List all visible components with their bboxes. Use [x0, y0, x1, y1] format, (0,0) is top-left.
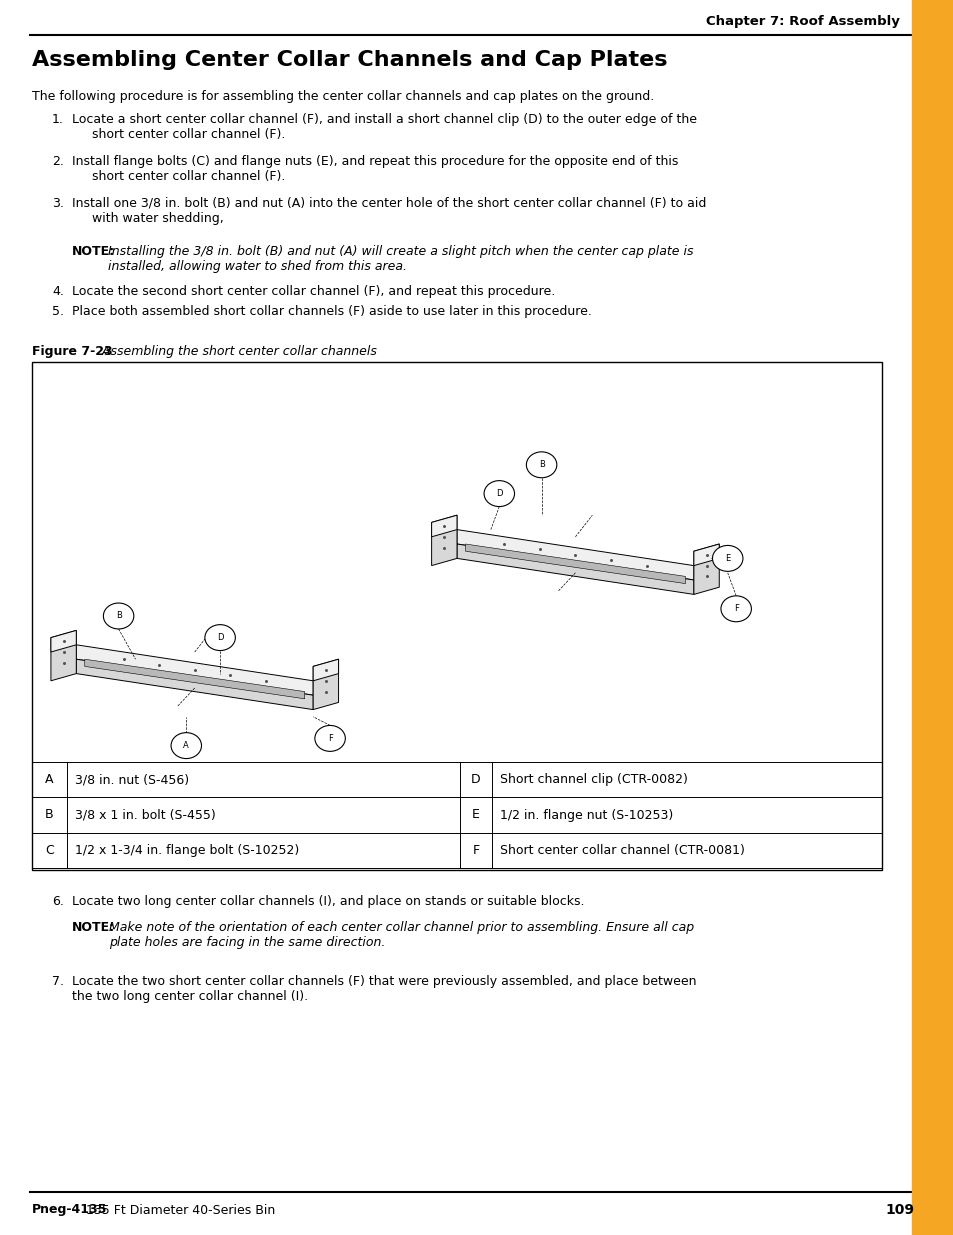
Text: 2.: 2.	[52, 156, 64, 168]
Text: NOTE:: NOTE:	[71, 921, 115, 934]
Polygon shape	[465, 543, 684, 584]
Text: F: F	[733, 604, 738, 614]
Circle shape	[205, 625, 235, 651]
Text: 1/2 in. flange nut (S-10253): 1/2 in. flange nut (S-10253)	[499, 809, 673, 821]
Text: Make note of the orientation of each center collar channel prior to assembling. : Make note of the orientation of each cen…	[109, 921, 694, 948]
Circle shape	[103, 603, 133, 629]
Text: Assembling Center Collar Channels and Cap Plates: Assembling Center Collar Channels and Ca…	[32, 49, 667, 70]
Text: 1/2 x 1-3/4 in. flange bolt (S-10252): 1/2 x 1-3/4 in. flange bolt (S-10252)	[75, 844, 299, 857]
Text: Locate the second short center collar channel (F), and repeat this procedure.: Locate the second short center collar ch…	[71, 285, 555, 298]
Text: A: A	[45, 773, 53, 787]
Bar	[32, 362, 882, 869]
Circle shape	[483, 480, 514, 506]
Text: C: C	[45, 844, 53, 857]
Text: 1.: 1.	[52, 112, 64, 126]
Text: Place both assembled short collar channels (F) aside to use later in this proced: Place both assembled short collar channe…	[71, 305, 591, 317]
Circle shape	[712, 546, 742, 572]
Polygon shape	[693, 543, 719, 594]
Text: B: B	[538, 461, 544, 469]
Text: 3/8 x 1 in. bolt (S-455): 3/8 x 1 in. bolt (S-455)	[75, 809, 215, 821]
Text: B: B	[115, 611, 121, 620]
Text: Install flange bolts (C) and flange nuts (E), and repeat this procedure for the : Install flange bolts (C) and flange nuts…	[71, 156, 678, 183]
Text: Chapter 7: Roof Assembly: Chapter 7: Roof Assembly	[705, 15, 899, 28]
Text: Short center collar channel (CTR-0081): Short center collar channel (CTR-0081)	[499, 844, 744, 857]
Polygon shape	[76, 645, 313, 695]
Polygon shape	[456, 530, 693, 580]
Text: 5.: 5.	[52, 305, 64, 317]
Text: 109: 109	[884, 1203, 914, 1216]
Circle shape	[314, 725, 345, 751]
Polygon shape	[85, 659, 304, 699]
Text: E: E	[724, 555, 730, 563]
Bar	[911, 0, 953, 1235]
Polygon shape	[51, 630, 76, 652]
Polygon shape	[456, 543, 693, 594]
Text: Short channel clip (CTR-0082): Short channel clip (CTR-0082)	[499, 773, 687, 787]
Text: Locate a short center collar channel (F), and install a short channel clip (D) t: Locate a short center collar channel (F)…	[71, 112, 697, 141]
Text: F: F	[327, 734, 333, 743]
Polygon shape	[431, 515, 456, 566]
Text: 6.: 6.	[52, 895, 64, 908]
Text: D: D	[496, 489, 502, 498]
Text: Locate two long center collar channels (I), and place on stands or suitable bloc: Locate two long center collar channels (…	[71, 895, 584, 908]
Text: 3.: 3.	[52, 198, 64, 210]
Circle shape	[171, 732, 201, 758]
Polygon shape	[76, 659, 313, 710]
Text: 135 Ft Diameter 40-Series Bin: 135 Ft Diameter 40-Series Bin	[82, 1203, 275, 1216]
Text: Assembling the short center collar channels: Assembling the short center collar chann…	[98, 345, 376, 358]
Text: Installing the 3/8 in. bolt (B) and nut (A) will create a slight pitch when the : Installing the 3/8 in. bolt (B) and nut …	[108, 245, 693, 273]
Text: 7.: 7.	[52, 974, 64, 988]
Text: Install one 3/8 in. bolt (B) and nut (A) into the center hole of the short cente: Install one 3/8 in. bolt (B) and nut (A)…	[71, 198, 705, 225]
Polygon shape	[693, 543, 719, 566]
Polygon shape	[313, 659, 338, 710]
Text: 4.: 4.	[52, 285, 64, 298]
Text: 3/8 in. nut (S-456): 3/8 in. nut (S-456)	[75, 773, 189, 787]
Text: The following procedure is for assembling the center collar channels and cap pla: The following procedure is for assemblin…	[32, 90, 654, 103]
Text: D: D	[216, 634, 223, 642]
Text: B: B	[45, 809, 53, 821]
Circle shape	[720, 595, 751, 621]
Text: D: D	[471, 773, 480, 787]
Text: Locate the two short center collar channels (F) that were previously assembled, : Locate the two short center collar chann…	[71, 974, 696, 1003]
Text: E: E	[472, 809, 479, 821]
Text: A: A	[183, 741, 189, 750]
Polygon shape	[313, 659, 338, 680]
Text: F: F	[472, 844, 479, 857]
Polygon shape	[431, 515, 456, 537]
Text: Pneg-4135: Pneg-4135	[32, 1203, 108, 1216]
Text: NOTE:: NOTE:	[71, 245, 115, 258]
Text: Figure 7-23: Figure 7-23	[32, 345, 112, 358]
Polygon shape	[51, 630, 76, 680]
Circle shape	[526, 452, 557, 478]
